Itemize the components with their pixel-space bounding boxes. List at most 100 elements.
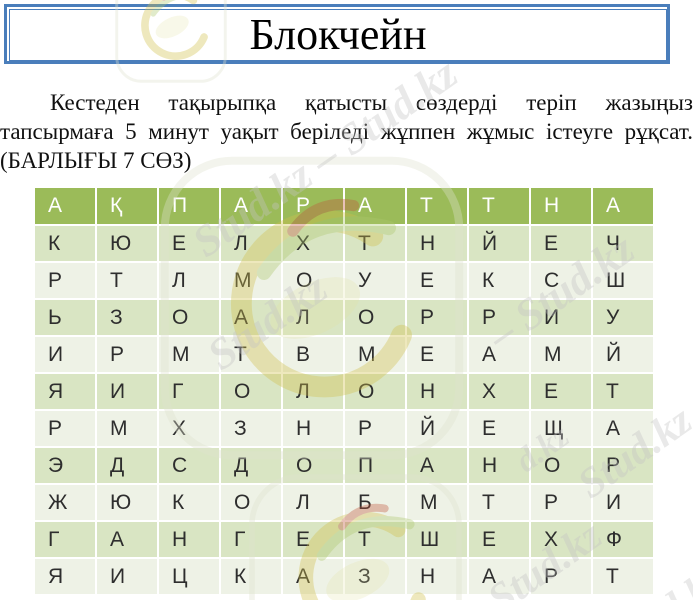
- grid-header-cell: Т: [469, 188, 529, 224]
- grid-cell: О: [345, 374, 405, 409]
- grid-cell: Т: [469, 485, 529, 520]
- instructions-line-2: тапсырмаға 5 минут уақыт беріледі жұппен…: [0, 119, 693, 144]
- title-box-inner: Блокчейн: [9, 9, 667, 61]
- grid-cell: О: [283, 448, 343, 483]
- grid-header-cell: Т: [407, 188, 467, 224]
- grid-header-cell: А: [593, 188, 653, 224]
- grid-cell: К: [469, 263, 529, 298]
- grid-cell: Н: [283, 411, 343, 446]
- grid-cell: Е: [283, 522, 343, 557]
- grid-cell: А: [469, 337, 529, 372]
- grid-cell: Р: [407, 300, 467, 335]
- grid-cell: А: [283, 559, 343, 594]
- grid-cell: У: [345, 263, 405, 298]
- grid-cell: М: [531, 337, 591, 372]
- grid-cell: О: [531, 448, 591, 483]
- grid-cell: О: [345, 300, 405, 335]
- grid-cell: Л: [283, 485, 343, 520]
- grid-cell: Х: [531, 522, 591, 557]
- page-title: Блокчейн: [249, 10, 427, 59]
- grid-cell: Ч: [593, 226, 653, 261]
- grid-cell: В: [283, 337, 343, 372]
- grid-cell: К: [159, 485, 219, 520]
- grid-cell: Л: [283, 300, 343, 335]
- grid-cell: Л: [283, 374, 343, 409]
- grid-cell: Н: [407, 226, 467, 261]
- grid-cell: С: [531, 263, 591, 298]
- grid-cell: Т: [345, 522, 405, 557]
- grid-cell: Й: [407, 411, 467, 446]
- grid-cell: Л: [221, 226, 281, 261]
- grid-cell: П: [345, 448, 405, 483]
- grid-cell: Г: [35, 522, 95, 557]
- grid-cell: О: [221, 374, 281, 409]
- grid-header-cell: А: [221, 188, 281, 224]
- grid-cell: Р: [97, 337, 157, 372]
- grid-cell: Е: [469, 522, 529, 557]
- grid-cell: Т: [97, 263, 157, 298]
- grid-cell: З: [345, 559, 405, 594]
- grid-cell: Р: [345, 411, 405, 446]
- grid-cell: Р: [35, 263, 95, 298]
- grid-cell: К: [35, 226, 95, 261]
- instructions-line-1: Кестеден тақырыпқа қатысты сөздерді тері…: [50, 90, 693, 115]
- grid-cell: О: [221, 485, 281, 520]
- grid-cell: Ь: [35, 300, 95, 335]
- grid-header-cell: А: [345, 188, 405, 224]
- grid-cell: И: [97, 374, 157, 409]
- grid-cell: Х: [283, 226, 343, 261]
- grid-cell: А: [593, 411, 653, 446]
- grid-cell: Н: [407, 559, 467, 594]
- grid-header-cell: Н: [531, 188, 591, 224]
- grid-cell: А: [97, 522, 157, 557]
- grid-cell: Е: [531, 374, 591, 409]
- grid-cell: С: [159, 448, 219, 483]
- grid-cell: А: [407, 448, 467, 483]
- grid-header-cell: Р: [283, 188, 343, 224]
- grid-cell: Я: [35, 374, 95, 409]
- grid-cell: Ф: [593, 522, 653, 557]
- grid-cell: Й: [469, 226, 529, 261]
- grid-cell: Е: [407, 263, 467, 298]
- grid-cell: М: [345, 337, 405, 372]
- grid-cell: Б: [345, 485, 405, 520]
- grid-header-cell: Қ: [97, 188, 157, 224]
- grid-cell: Х: [469, 374, 529, 409]
- grid-cell: Ж: [35, 485, 95, 520]
- grid-cell: И: [593, 485, 653, 520]
- grid-cell: М: [221, 263, 281, 298]
- grid-cell: М: [159, 337, 219, 372]
- grid-cell: Ш: [407, 522, 467, 557]
- grid-cell: Л: [159, 263, 219, 298]
- grid-cell: Р: [469, 300, 529, 335]
- grid-cell: Е: [469, 411, 529, 446]
- grid-cell: Э: [35, 448, 95, 483]
- grid-cell: Р: [531, 559, 591, 594]
- grid-cell: О: [159, 300, 219, 335]
- grid-cell: Н: [407, 374, 467, 409]
- grid-cell: Д: [221, 448, 281, 483]
- grid-cell: Р: [531, 485, 591, 520]
- grid-cell: Р: [593, 448, 653, 483]
- grid-cell: Ю: [97, 226, 157, 261]
- grid-cell: А: [469, 559, 529, 594]
- grid-cell: Т: [345, 226, 405, 261]
- grid-cell: Ш: [593, 263, 653, 298]
- grid-cell: И: [97, 559, 157, 594]
- grid-cell: Ц: [159, 559, 219, 594]
- grid-cell: Р: [35, 411, 95, 446]
- grid-cell: М: [97, 411, 157, 446]
- grid-cell: З: [97, 300, 157, 335]
- grid-cell: Е: [531, 226, 591, 261]
